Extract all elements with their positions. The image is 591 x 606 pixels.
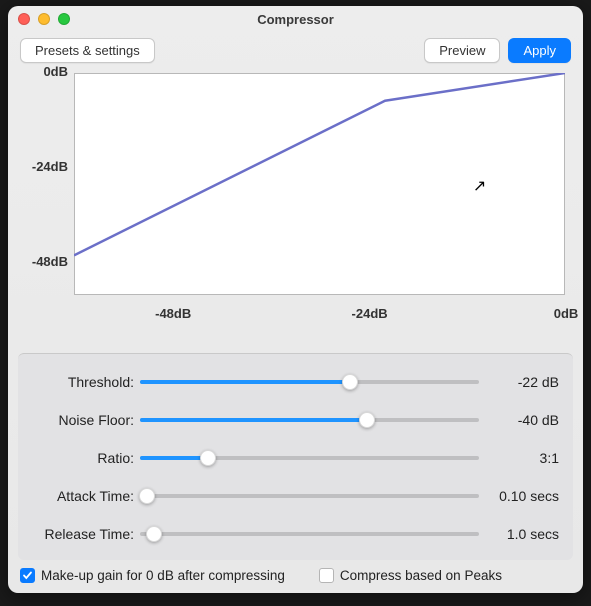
checkbox-row: Make-up gain for 0 dB after compressing … (8, 560, 583, 593)
sliders-panel: Threshold: -22 dB Noise Floor: -40 dB Ratio:… (18, 353, 573, 560)
slider[interactable] (140, 524, 479, 544)
chart-line (74, 73, 565, 295)
traffic-lights (18, 13, 70, 25)
preview-button[interactable]: Preview (424, 38, 500, 63)
slider-thumb[interactable] (139, 488, 155, 504)
slider-thumb[interactable] (146, 526, 162, 542)
slider[interactable] (140, 372, 479, 392)
toolbar: Presets & settings Preview Apply (8, 32, 583, 73)
slider-thumb[interactable] (359, 412, 375, 428)
slider[interactable] (140, 448, 479, 468)
compress-peaks-label: Compress based on Peaks (340, 568, 502, 583)
slider-value: -22 dB (479, 374, 559, 390)
makeup-gain-label: Make-up gain for 0 dB after compressing (41, 568, 285, 583)
slider-value: 1.0 secs (479, 526, 559, 542)
slider-value: -40 dB (479, 412, 559, 428)
window-title: Compressor (8, 12, 583, 27)
slider-label: Attack Time: (32, 488, 140, 504)
titlebar: Compressor (8, 6, 583, 32)
slider-row: Noise Floor: -40 dB (32, 410, 559, 430)
slider-value: 3:1 (479, 450, 559, 466)
slider-label: Noise Floor: (32, 412, 140, 428)
slider-row: Attack Time: 0.10 secs (32, 486, 559, 506)
slider-row: Ratio: 3:1 (32, 448, 559, 468)
y-axis-label: -24dB (26, 159, 68, 174)
minimize-icon[interactable] (38, 13, 50, 25)
slider-value: 0.10 secs (479, 488, 559, 504)
slider[interactable] (140, 410, 479, 430)
slider-thumb[interactable] (342, 374, 358, 390)
cursor-arrow-icon: ↖ (473, 176, 486, 196)
compress-peaks-checkbox[interactable] (319, 568, 334, 583)
compression-chart: 0dB-24dB-48dB↖ (26, 73, 565, 302)
x-axis-label: 0dB (541, 306, 591, 321)
slider-label: Threshold: (32, 374, 140, 390)
slider-row: Threshold: -22 dB (32, 372, 559, 392)
x-axis-labels: -48dB-24dB0dB (26, 306, 565, 325)
presets-settings-button[interactable]: Presets & settings (20, 38, 155, 63)
compressor-window: Compressor Presets & settings Preview Ap… (8, 6, 583, 593)
y-axis-label: 0dB (26, 64, 68, 79)
x-axis-label: -24dB (345, 306, 395, 321)
slider[interactable] (140, 486, 479, 506)
slider-label: Ratio: (32, 450, 140, 466)
slider-thumb[interactable] (200, 450, 216, 466)
y-axis-label: -48dB (26, 254, 68, 269)
x-axis-label: -48dB (148, 306, 198, 321)
slider-label: Release Time: (32, 526, 140, 542)
slider-row: Release Time: 1.0 secs (32, 524, 559, 544)
apply-button[interactable]: Apply (508, 38, 571, 63)
zoom-icon[interactable] (58, 13, 70, 25)
close-icon[interactable] (18, 13, 30, 25)
makeup-gain-checkbox[interactable] (20, 568, 35, 583)
